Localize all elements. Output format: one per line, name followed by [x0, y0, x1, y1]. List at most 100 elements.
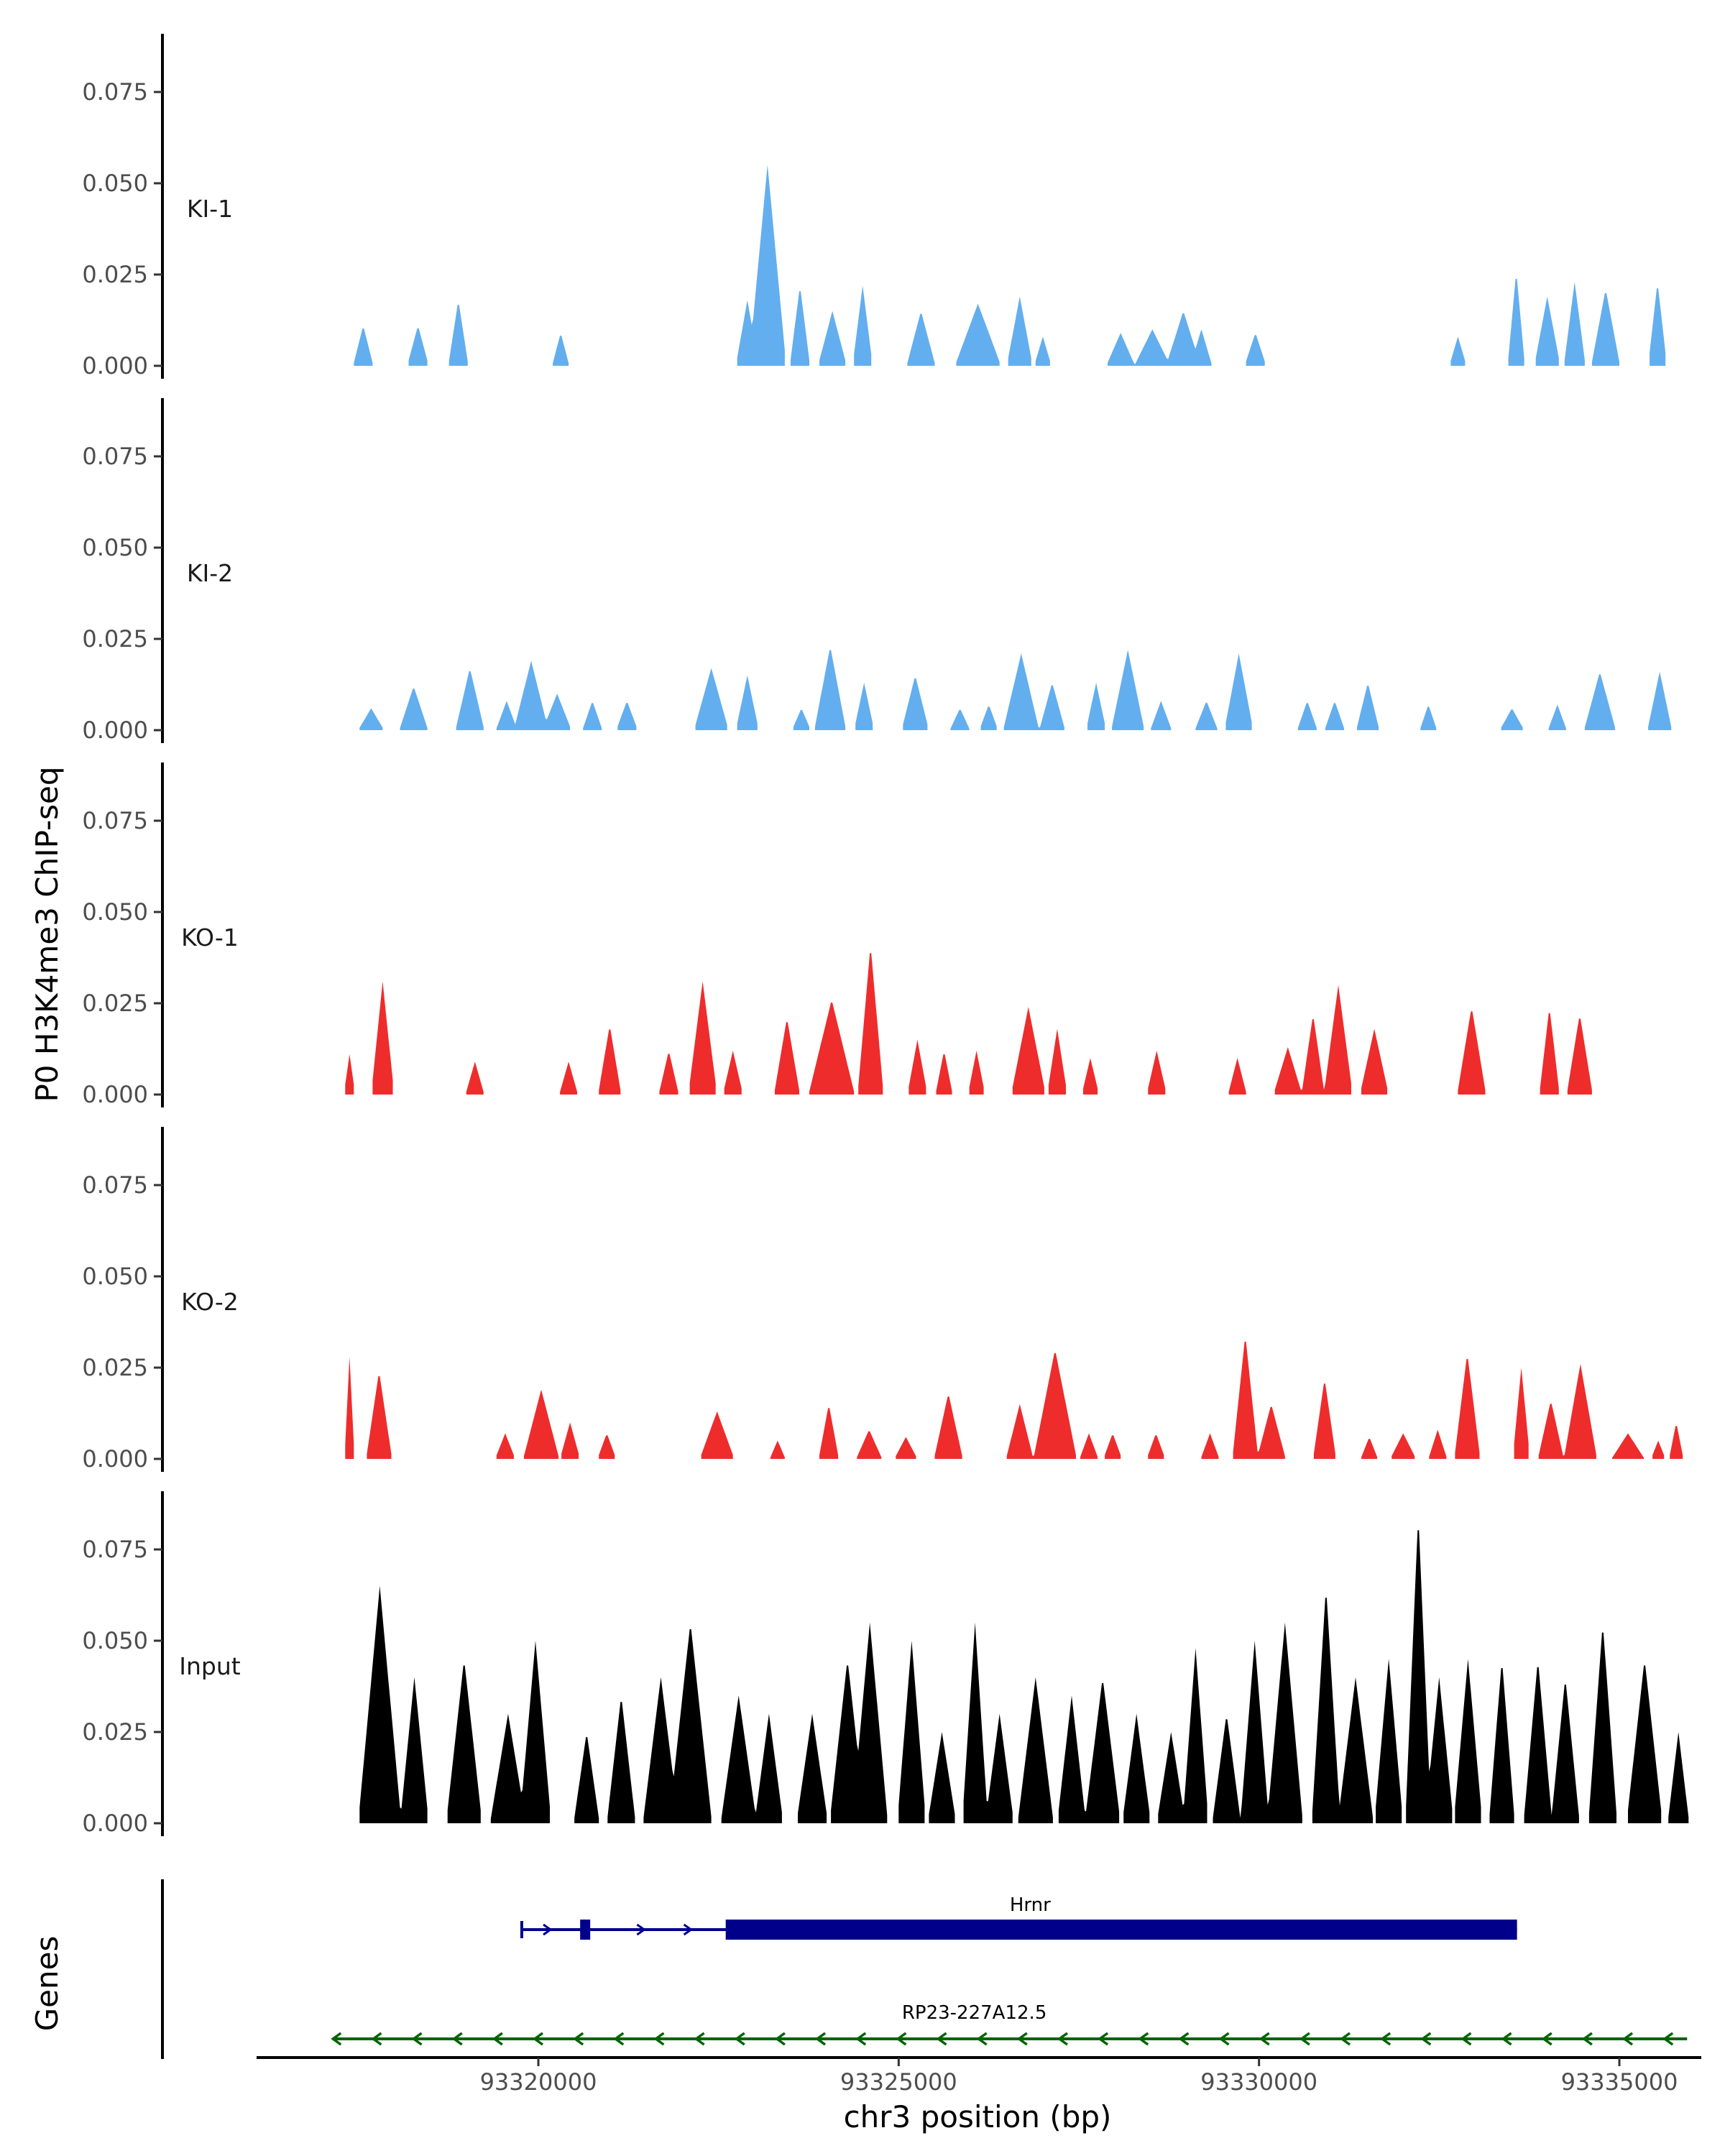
- coverage-peak: [969, 1051, 984, 1095]
- y-tick-label: 0.050: [82, 898, 148, 926]
- strand-arrow: [573, 2032, 584, 2046]
- strand-arrow: [451, 2032, 463, 2046]
- coverage-peak: [1548, 704, 1566, 730]
- y-tick-label: 0.000: [82, 1810, 148, 1837]
- coverage-peak: [599, 1029, 621, 1095]
- coverage-peak: [1429, 1429, 1447, 1459]
- coverage-peak: [1668, 1732, 1689, 1823]
- coverage-peak: [934, 1396, 962, 1459]
- coverage-peak: [1112, 650, 1144, 730]
- strand-arrow: [492, 2032, 503, 2046]
- track-input: 0.000 0.025 0.050 0.075 Input: [82, 1491, 1689, 1837]
- coverage-peak: [819, 1408, 839, 1459]
- coverage-peak: [956, 303, 1000, 366]
- y-tick-label: 0.075: [82, 443, 148, 470]
- coverage-peak: [963, 1622, 1013, 1823]
- coverage-peak: [1670, 1426, 1683, 1459]
- y-tick-label: 0.050: [82, 534, 148, 561]
- coverage-peak: [1233, 1341, 1285, 1459]
- coverage-peak: [1588, 1632, 1616, 1823]
- strand-arrow: [1501, 2032, 1512, 2046]
- track-label: KI-2: [187, 559, 233, 587]
- coverage-peak: [855, 683, 873, 730]
- y-tick-label: 0.000: [82, 352, 148, 379]
- gene-hrnr: Hrnr: [520, 1894, 1517, 1940]
- coverage-peak: [1567, 1018, 1592, 1095]
- y-tick-label: 0.000: [82, 1081, 148, 1108]
- strand-arrow: [683, 1923, 694, 1936]
- strand-arrow: [1057, 2032, 1068, 2046]
- y-tick-label: 0.025: [82, 1718, 148, 1746]
- y-axis-title: P0 H3K4me3 ChIP-seq: [29, 766, 65, 1102]
- coverage-peak: [1357, 686, 1379, 730]
- x-tick-label: 93325000: [840, 2068, 957, 2096]
- coverage-peak: [1361, 1439, 1378, 1459]
- coverage-peak: [1591, 292, 1619, 366]
- strand-arrow: [613, 2032, 625, 2046]
- y-tick-label: 0.025: [82, 625, 148, 653]
- coverage-peak: [724, 1051, 742, 1095]
- coverage-peak: [1406, 1530, 1453, 1823]
- coverage-peak: [490, 1641, 550, 1823]
- y-tick-label: 0.050: [82, 1263, 148, 1290]
- strand-arrow: [976, 2032, 988, 2046]
- coverage-peak: [1392, 1433, 1415, 1459]
- coverage-peak: [560, 1061, 578, 1095]
- gene-label-rp23: RP23-227A12.5: [902, 2002, 1047, 2024]
- gene-track: Hrnr RP23-227A12.5: [161, 1879, 1688, 2059]
- track-label: KO-2: [181, 1288, 239, 1316]
- y-tick-label: 0.075: [82, 78, 148, 106]
- x-tick-label: 93335000: [1561, 2068, 1678, 2096]
- gene-hrnr-exon: [725, 1920, 1517, 1940]
- genes-axis-title: Genes: [29, 1936, 65, 2032]
- coverage-peak: [695, 668, 727, 730]
- coverage-peak: [1420, 706, 1437, 730]
- coverage-peak: [1313, 1383, 1335, 1459]
- gene-label-hrnr: Hrnr: [1010, 1894, 1051, 1916]
- strand-arrow: [1016, 2032, 1028, 2046]
- coverage-peak: [583, 703, 602, 730]
- coverage-peak: [1361, 1028, 1388, 1095]
- strand-arrow: [1581, 2032, 1593, 2046]
- coverage-peak: [1652, 1440, 1665, 1459]
- coverage-peak: [1008, 296, 1031, 366]
- coverage-peak: [607, 1702, 635, 1823]
- coverage-peak: [1535, 296, 1559, 366]
- strand-arrow: [1380, 2032, 1392, 2046]
- coverage-peak: [456, 671, 484, 730]
- strand-arrow: [1460, 2032, 1472, 2046]
- coverage-peak: [1584, 674, 1615, 730]
- y-tick-label: 0.075: [82, 1171, 148, 1199]
- coverage-peak: [737, 165, 785, 366]
- coverage-peak: [1035, 336, 1050, 366]
- coverage-peak: [1006, 1353, 1076, 1459]
- strand-arrow: [411, 2032, 423, 2046]
- coverage-peak: [1650, 288, 1666, 366]
- x-axis-title: chr3 position (bp): [844, 2099, 1112, 2134]
- coverage-peak: [1489, 1668, 1514, 1823]
- coverage-peak: [367, 1376, 392, 1459]
- coverage-peak: [1087, 683, 1105, 730]
- strand-arrow: [1259, 2032, 1270, 2046]
- coverage-peak: [721, 1695, 782, 1823]
- coverage-peak: [1325, 703, 1344, 730]
- coverage-peak: [599, 1435, 615, 1459]
- coverage-peak: [908, 1039, 926, 1095]
- coverage-peak: [980, 706, 997, 730]
- strand-arrow: [774, 2032, 786, 2046]
- coverage-peak: [896, 1437, 916, 1459]
- strand-arrow: [1098, 2032, 1109, 2046]
- coverage-peak: [1508, 278, 1524, 366]
- y-tick-label: 0.050: [82, 170, 148, 197]
- strand-arrow: [1622, 2032, 1634, 2046]
- coverage-peak: [359, 1585, 428, 1823]
- strand-arrow: [331, 2032, 342, 2046]
- coverage-tracks: 0.0000.0250.0500.075KI-10.0000.0250.0500…: [82, 34, 1689, 1837]
- coverage-peak: [1612, 1433, 1644, 1459]
- strand-arrow: [1218, 2032, 1230, 2046]
- coverage-peak: [1228, 1058, 1246, 1095]
- coverage-peak: [643, 1628, 712, 1823]
- coverage-peak: [345, 1054, 354, 1095]
- coverage-peak: [408, 328, 428, 366]
- coverage-peak: [774, 1022, 799, 1095]
